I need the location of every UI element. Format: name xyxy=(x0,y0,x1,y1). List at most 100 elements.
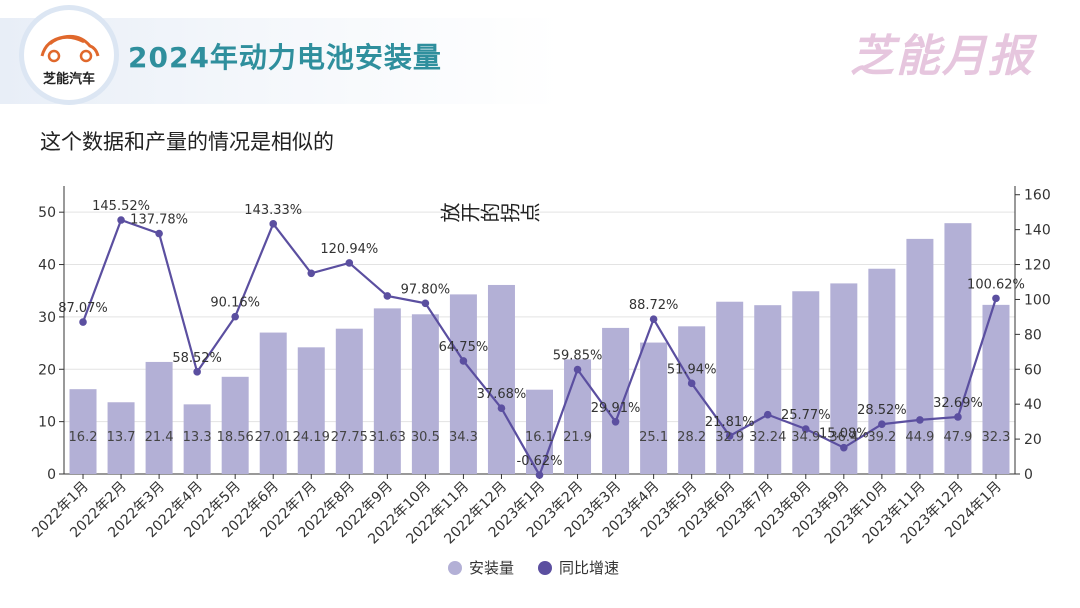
bar xyxy=(183,404,211,474)
bar xyxy=(297,347,325,474)
growth-point xyxy=(421,299,430,308)
growth-point xyxy=(383,292,392,300)
bar-value-label: 18.56 xyxy=(217,430,254,445)
bar xyxy=(602,327,630,474)
growth-point xyxy=(573,365,582,374)
growth-point xyxy=(307,269,316,278)
bar xyxy=(982,304,1010,474)
growth-value-label: 143.33% xyxy=(244,203,302,218)
growth-point xyxy=(231,312,239,321)
growth-value-label: 90.16% xyxy=(210,296,260,311)
bar xyxy=(221,376,249,474)
bar xyxy=(335,328,363,474)
bar xyxy=(868,268,896,474)
left-axis-tick-label: 50 xyxy=(38,205,56,221)
growth-point xyxy=(763,410,772,419)
growth-point xyxy=(916,416,924,424)
legend-bar-label: 安装量 xyxy=(469,559,514,577)
bar-value-label: 13.7 xyxy=(107,430,136,445)
growth-point xyxy=(155,229,163,238)
logo-text: 芝能汽车 xyxy=(42,72,95,87)
bar xyxy=(411,314,439,474)
left-axis-tick-label: 40 xyxy=(38,258,56,274)
page-title: 2024年动力电池安装量 xyxy=(128,41,442,74)
growth-value-label: 15.08% xyxy=(819,427,869,442)
bar xyxy=(944,223,972,474)
growth-value-label: 137.78% xyxy=(130,213,188,228)
bar xyxy=(640,342,668,474)
growth-point xyxy=(345,259,354,267)
growth-point xyxy=(954,413,962,421)
growth-value-label: 120.94% xyxy=(320,242,378,257)
right-axis-tick-label: 40 xyxy=(1024,397,1042,413)
bar-value-label: 13.3 xyxy=(183,430,212,445)
bar xyxy=(487,284,515,474)
growth-point xyxy=(840,443,848,452)
bar-value-label: 32.3 xyxy=(982,430,1011,445)
bar xyxy=(754,305,782,474)
bar xyxy=(107,402,135,474)
right-axis-tick-label: 100 xyxy=(1024,292,1051,308)
bar xyxy=(678,326,706,474)
legend-line-label: 同比增速 xyxy=(559,559,619,577)
growth-value-label: 25.77% xyxy=(781,408,831,423)
bar-value-label: 36.4 xyxy=(829,430,858,445)
car-logo-icon xyxy=(40,34,100,63)
left-axis-tick-label: 20 xyxy=(38,362,56,378)
growth-value-label: 29.91% xyxy=(591,401,641,416)
bar-value-label: 39.2 xyxy=(867,430,896,445)
turning-point-annotation: 放开的拐点 xyxy=(440,202,540,226)
logo: 芝能汽车 xyxy=(24,10,114,100)
growth-value-label: 58.52% xyxy=(172,351,222,366)
growth-point xyxy=(535,471,544,479)
bar-value-label: 34.3 xyxy=(449,430,478,445)
bar-value-label: 21.4 xyxy=(145,430,174,445)
bar-value-label: 25.1 xyxy=(639,430,668,445)
growth-point xyxy=(801,425,810,433)
bar-value-label: 21.9 xyxy=(563,430,592,445)
bar-value-label: 34.9 xyxy=(791,430,820,445)
bar-value-label: 27.01 xyxy=(255,430,292,445)
growth-point xyxy=(878,420,886,429)
growth-value-label: 28.52% xyxy=(857,403,907,418)
growth-point xyxy=(117,216,125,224)
growth-value-label: 32.69% xyxy=(933,396,983,411)
right-axis-tick-label: 20 xyxy=(1024,432,1042,448)
legend-bar-swatch xyxy=(448,561,462,575)
bar-value-label: 27.75 xyxy=(331,430,368,445)
right-axis-tick-label: 60 xyxy=(1024,362,1042,378)
growth-value-label: 64.75% xyxy=(439,340,489,355)
growth-point xyxy=(725,432,734,440)
bar-value-label: 44.9 xyxy=(905,430,934,445)
subtitle: 这个数据和产量的情况是相似的 xyxy=(40,130,334,154)
bar-value-label: 47.9 xyxy=(943,430,972,445)
bar-value-label: 30.5 xyxy=(411,430,440,445)
legend-line-swatch xyxy=(538,561,552,575)
bar xyxy=(716,301,744,474)
growth-value-label: 145.52% xyxy=(92,199,150,214)
growth-value-label: 21.81% xyxy=(705,415,755,430)
growth-value-label: 88.72% xyxy=(629,298,679,313)
growth-value-label: 100.62% xyxy=(967,277,1025,292)
bar-value-label: 32.24 xyxy=(749,430,786,445)
bar-value-label: 16.1 xyxy=(525,430,554,445)
growth-point xyxy=(269,220,278,228)
growth-point xyxy=(79,318,87,326)
right-axis-tick-label: 160 xyxy=(1024,188,1051,204)
growth-value-label: 59.85% xyxy=(553,349,603,364)
growth-value-label: 51.94% xyxy=(667,362,717,377)
growth-point xyxy=(611,417,620,426)
brand-watermark: 芝能月报 xyxy=(850,31,1034,82)
bar-value-label: 16.2 xyxy=(69,430,98,445)
right-axis-tick-label: 120 xyxy=(1024,258,1051,274)
bar xyxy=(373,308,401,474)
bar xyxy=(449,294,477,474)
bar-value-label: 32.9 xyxy=(715,430,744,445)
growth-value-label: -0.62% xyxy=(517,454,563,469)
bar xyxy=(564,359,592,474)
growth-point xyxy=(992,294,1000,303)
bar-value-label: 24.19 xyxy=(293,430,330,445)
growth-point xyxy=(193,368,201,376)
growth-value-label: 97.80% xyxy=(401,282,451,297)
